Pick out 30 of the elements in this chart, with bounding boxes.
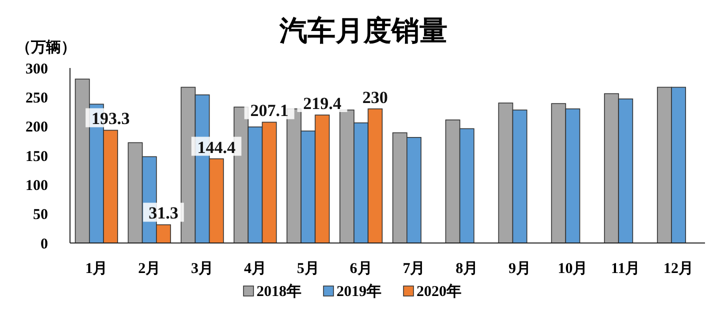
y-tick-label: 200 <box>26 120 48 136</box>
data-label: 219.4 <box>303 94 342 114</box>
chart-title: 汽车月度销量 <box>278 15 448 47</box>
y-tick-label: 100 <box>26 178 48 194</box>
y-axis-title: （万辆） <box>16 39 76 56</box>
x-tick-label: 11月 <box>611 261 640 277</box>
data-label: 31.3 <box>148 204 178 223</box>
x-tick-label: 12月 <box>664 261 694 277</box>
x-tick-label: 6月 <box>350 261 372 277</box>
legend-label: 2019年 <box>336 283 382 300</box>
y-tick-label: 250 <box>26 90 48 106</box>
legend-label: 2018年 <box>256 283 302 300</box>
x-tick-label: 7月 <box>402 261 426 277</box>
x-tick-label: 2月 <box>138 261 161 277</box>
x-tick-label: 9月 <box>508 261 532 277</box>
x-tick-label: 3月 <box>191 261 214 277</box>
data-label: 193.3 <box>91 109 130 128</box>
data-label: 230 <box>362 88 388 107</box>
y-tick-label: 0 <box>40 236 48 252</box>
y-tick-label: 150 <box>26 148 48 165</box>
y-tick-label: 50 <box>33 207 48 224</box>
data-label: 144.4 <box>197 138 236 157</box>
x-tick-label: 10月 <box>558 261 588 277</box>
x-tick-label: 1月 <box>85 261 108 277</box>
x-tick-label: 8月 <box>456 261 478 277</box>
x-tick-label: 5月 <box>296 261 320 277</box>
y-tick-label: 300 <box>26 61 48 78</box>
x-tick-label: 4月 <box>244 261 266 277</box>
data-label: 207.1 <box>250 101 288 120</box>
legend-label: 2020年 <box>416 283 462 300</box>
